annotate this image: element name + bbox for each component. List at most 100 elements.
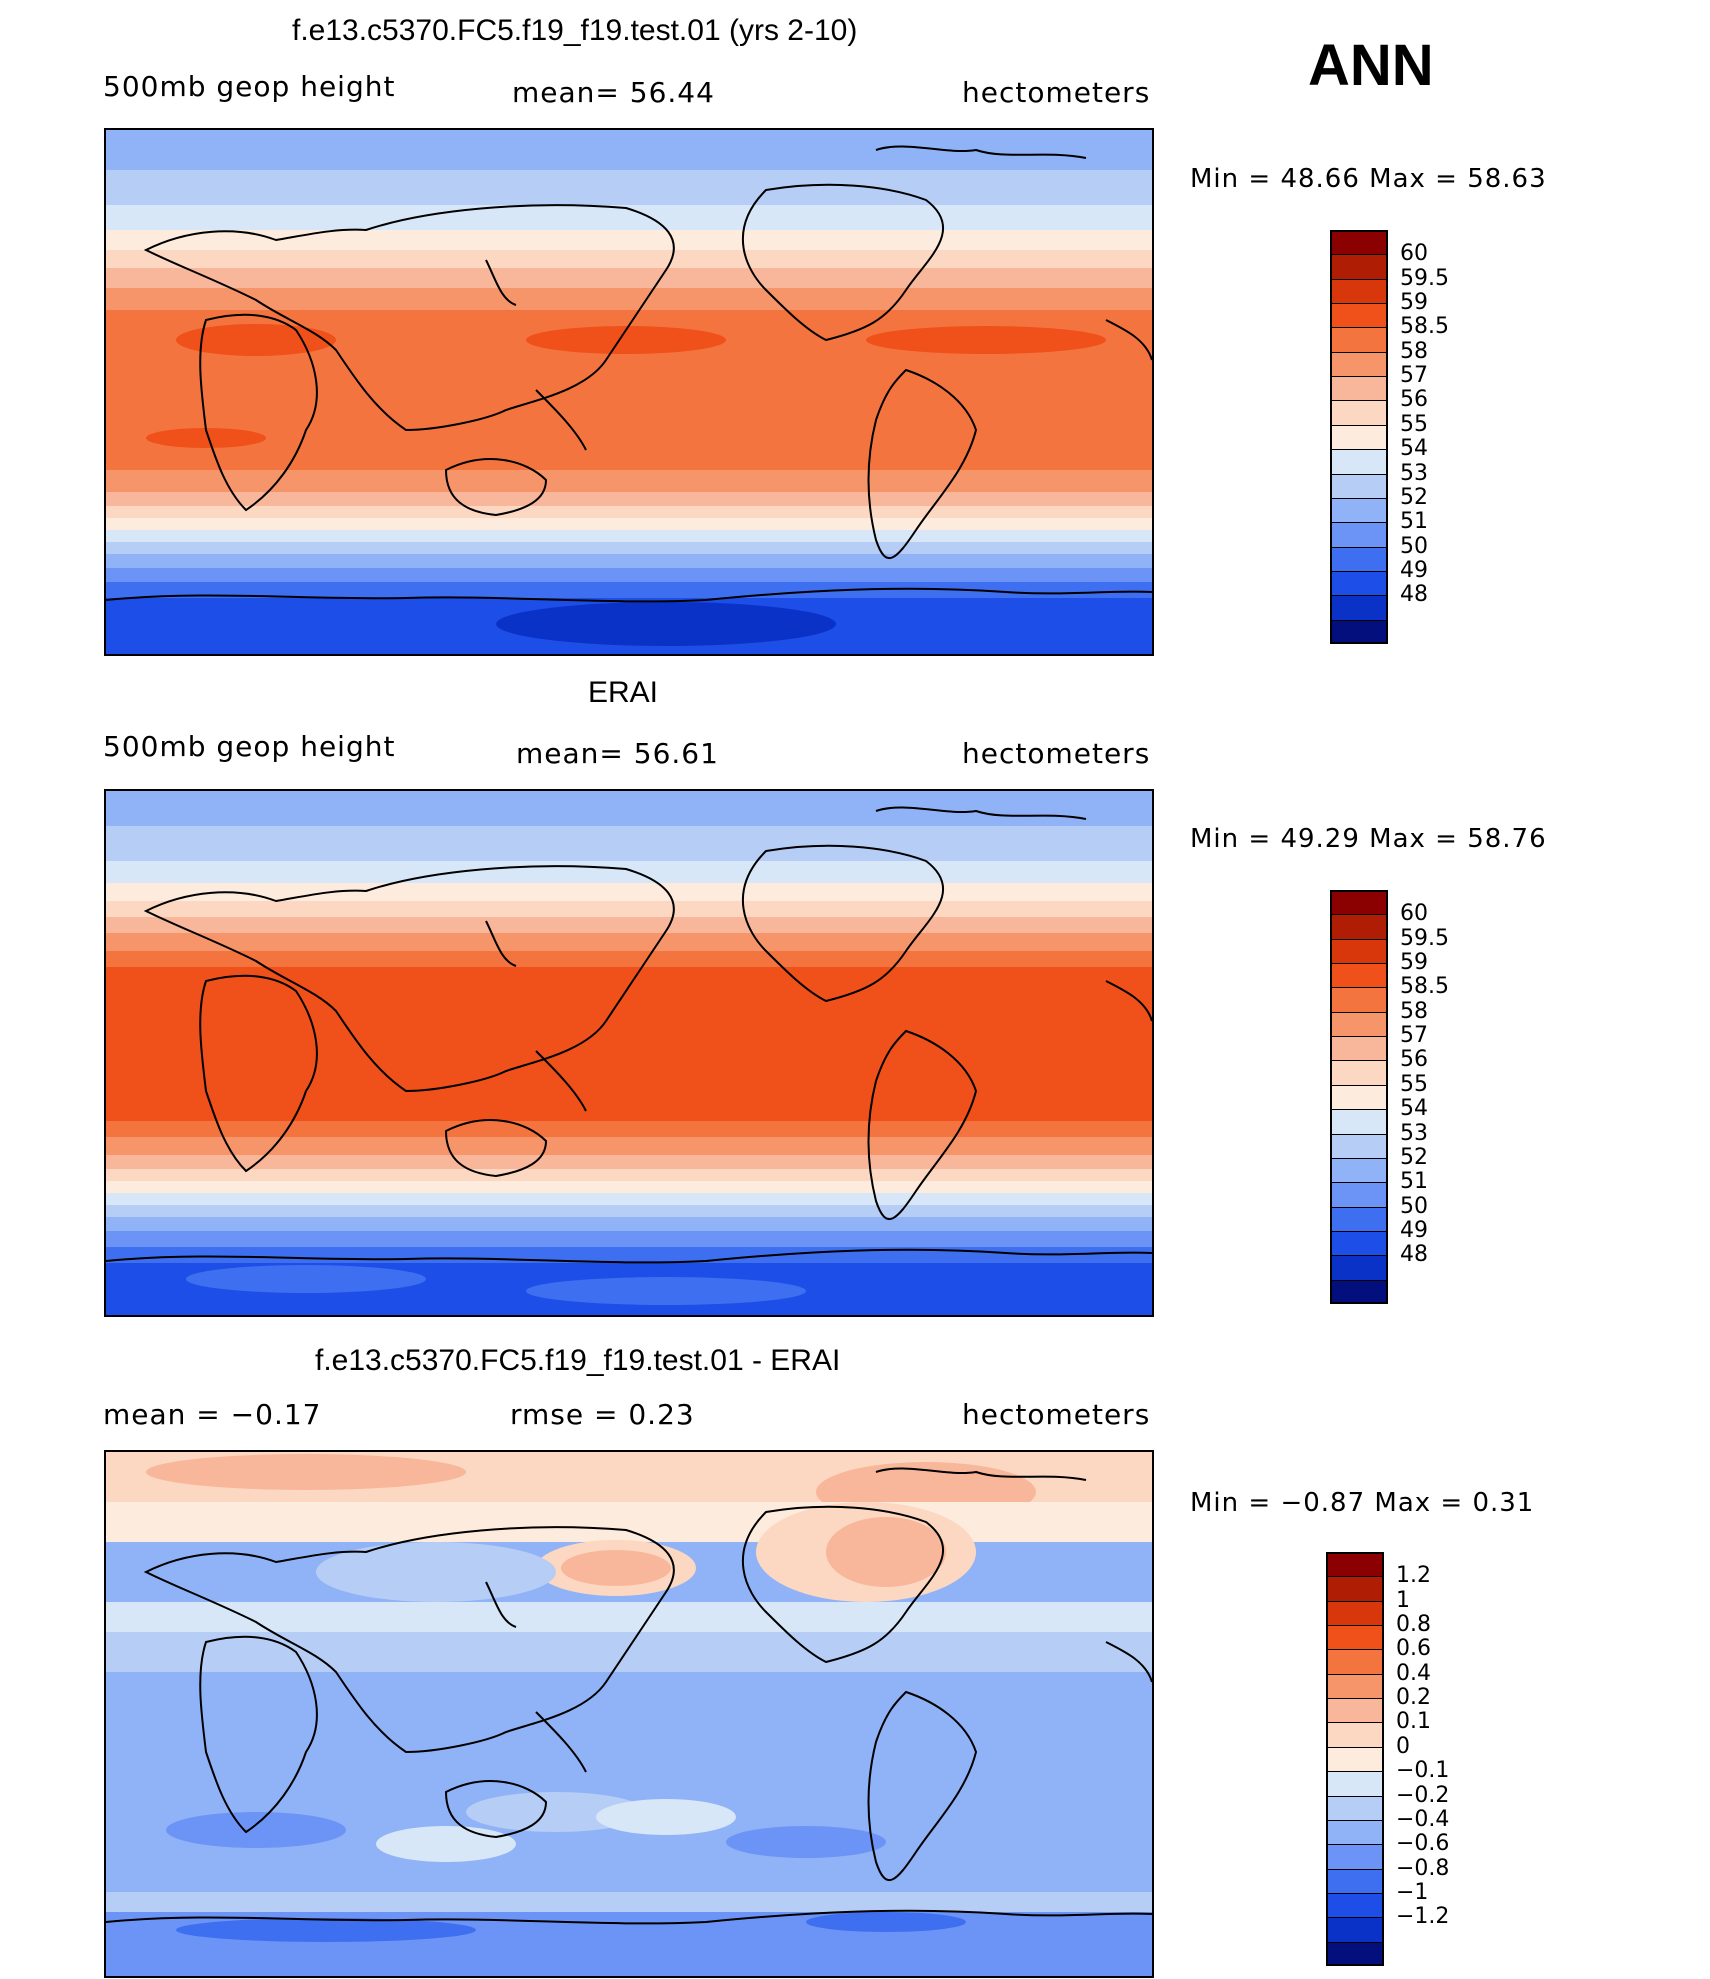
colorbar-label: 48 (1400, 1242, 1428, 1268)
panel-3-map-svg (106, 1452, 1152, 1976)
panel-3-left-label: mean = −0.17 (103, 1398, 322, 1431)
panel-2-map-svg (106, 791, 1152, 1315)
colorbar-label: 48 (1400, 582, 1428, 608)
panel-1-right-label: hectometers (962, 76, 1151, 109)
colorbar-swatch (1330, 278, 1388, 304)
colorbar-swatch (1330, 890, 1388, 915)
colorbar-label: 59 (1400, 950, 1428, 976)
colorbar-swatch (1326, 1673, 1384, 1699)
colorbar-label: 0.2 (1396, 1685, 1431, 1711)
colorbar-label: 52 (1400, 484, 1428, 510)
colorbar-label: 49 (1400, 1217, 1428, 1243)
colorbar-swatch (1326, 1746, 1384, 1772)
panel-1-map (104, 128, 1154, 656)
panel-1-map-svg (106, 130, 1152, 654)
colorbar-swatch (1330, 595, 1388, 621)
colorbar-label: −0.4 (1396, 1806, 1450, 1832)
colorbar-swatch (1326, 1722, 1384, 1748)
colorbar-label: 0.8 (1396, 1612, 1431, 1638)
colorbar-swatch (1330, 497, 1388, 523)
panel-1-left-label: 500mb geop height (103, 70, 396, 103)
colorbar-swatch (1330, 987, 1388, 1013)
colorbar-swatch (1326, 1917, 1384, 1943)
colorbar-swatch (1330, 963, 1388, 988)
panel-1-colorbar: 60 59.5 59 58.5 58 57 56 55 54 53 52 51 50 49 48 (1330, 230, 1530, 645)
colorbar-swatch (1330, 1279, 1388, 1305)
colorbar-label: 59.5 (1400, 925, 1449, 951)
colorbar-label: 57 (1400, 363, 1428, 389)
colorbar-swatch (1330, 1230, 1388, 1256)
colorbar-label: 58 (1400, 998, 1428, 1024)
colorbar-swatch (1330, 1011, 1388, 1037)
colorbar-swatch (1330, 1206, 1388, 1232)
panel-2-minmax: Min = 49.29 Max = 58.76 (1190, 824, 1547, 854)
colorbar-swatch (1326, 1698, 1384, 1723)
colorbar-swatch (1330, 570, 1388, 596)
colorbar-swatch (1330, 327, 1388, 353)
colorbar-label: 50 (1400, 533, 1428, 559)
panel-1-minmax: Min = 48.66 Max = 58.63 (1190, 164, 1547, 194)
colorbar-label: −0.2 (1396, 1782, 1450, 1808)
colorbar-label: 54 (1400, 1096, 1428, 1122)
colorbar-swatch (1326, 1795, 1384, 1821)
colorbar-label: −0.6 (1396, 1831, 1450, 1857)
colorbar-swatch (1326, 1600, 1384, 1626)
colorbar-label: 50 (1400, 1193, 1428, 1219)
colorbar-label: 55 (1400, 411, 1428, 437)
colorbar-swatch (1330, 522, 1388, 548)
colorbar-label: 53 (1400, 460, 1428, 486)
colorbar-swatch (1326, 1819, 1384, 1845)
colorbar-swatch (1326, 1576, 1384, 1602)
panel-2-map (104, 789, 1154, 1317)
panel-1-title: f.e13.c5370.FC5.f19_f19.test.01 (yrs 2-1… (292, 14, 858, 47)
panel-3-title: f.e13.c5370.FC5.f19_f19.test.01 - ERAI (315, 1344, 841, 1377)
colorbar-swatch (1330, 424, 1388, 450)
colorbar-swatch (1326, 1941, 1384, 1967)
colorbar-swatch (1330, 1084, 1388, 1110)
colorbar-swatch (1326, 1625, 1384, 1650)
colorbar-swatch (1330, 230, 1388, 255)
colorbar-label: 1.2 (1396, 1563, 1431, 1589)
panel-3-right-label: hectometers (962, 1398, 1151, 1431)
colorbar-label: 55 (1400, 1071, 1428, 1097)
colorbar-swatch (1330, 400, 1388, 426)
colorbar-swatch (1330, 473, 1388, 499)
colorbar-label: 58.5 (1400, 974, 1449, 1000)
panel-3-colorbar: 1.2 1 0.8 0.6 0.4 0.2 0.1 0 −0.1 −0.2 −0.4 −0.6 −0.8… (1326, 1552, 1526, 1967)
panel-3-minmax: Min = −0.87 Max = 0.31 (1190, 1488, 1535, 1518)
colorbar-swatch (1330, 1060, 1388, 1086)
panel-2-left-label: 500mb geop height (103, 730, 396, 763)
colorbar-label: 59 (1400, 290, 1428, 316)
colorbar-label: 53 (1400, 1120, 1428, 1146)
panel-3-center-label: rmse = 0.23 (510, 1398, 695, 1431)
colorbar-label: 56 (1400, 1047, 1428, 1073)
panel-2-center-label: mean= 56.61 (516, 737, 719, 770)
colorbar-label: 0.1 (1396, 1709, 1431, 1735)
colorbar-swatch (1330, 1133, 1388, 1159)
panel-3-map (104, 1450, 1154, 1978)
colorbar-swatch (1326, 1892, 1384, 1918)
colorbar-swatch (1330, 619, 1388, 645)
colorbar-swatch (1330, 1255, 1388, 1281)
colorbar-label: 59.5 (1400, 265, 1449, 291)
colorbar-label: 51 (1400, 509, 1428, 535)
colorbar-label: 54 (1400, 436, 1428, 462)
colorbar-label: 58.5 (1400, 314, 1449, 340)
colorbar-swatch (1330, 1182, 1388, 1208)
colorbar-label: 51 (1400, 1169, 1428, 1195)
colorbar-swatch (1330, 254, 1388, 280)
colorbar-label: 0.6 (1396, 1636, 1431, 1662)
colorbar-swatch (1330, 1157, 1388, 1183)
colorbar-label: 56 (1400, 387, 1428, 413)
colorbar-swatch (1330, 449, 1388, 475)
colorbar-label: −0.8 (1396, 1855, 1450, 1881)
colorbar-swatch (1330, 546, 1388, 572)
colorbar-swatch (1326, 1649, 1384, 1675)
colorbar-label: 57 (1400, 1023, 1428, 1049)
colorbar-swatch (1330, 1109, 1388, 1135)
colorbar-swatch (1326, 1552, 1384, 1577)
colorbar-swatch (1330, 914, 1388, 940)
colorbar-swatch (1330, 376, 1388, 401)
colorbar-label: 1 (1396, 1587, 1410, 1613)
colorbar-label: −0.1 (1396, 1758, 1450, 1784)
